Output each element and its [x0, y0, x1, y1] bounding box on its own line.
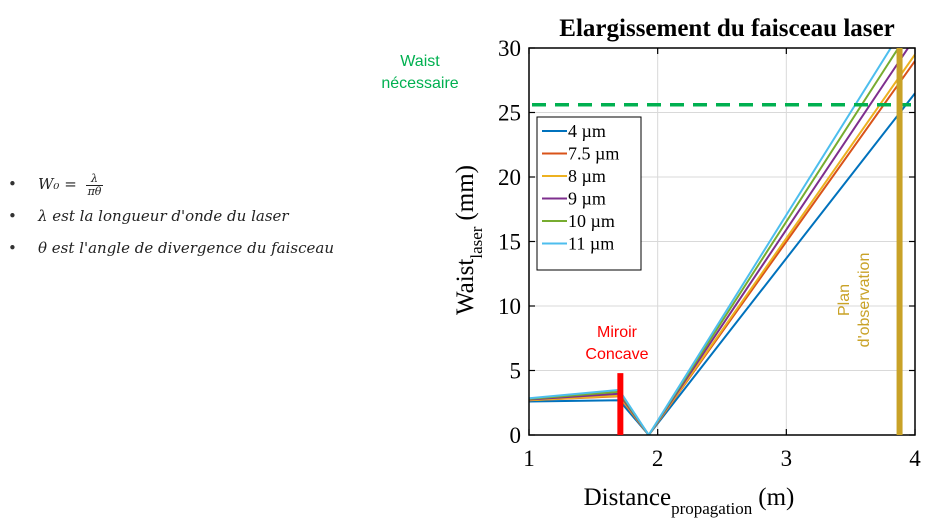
y-tick-label: 20 [498, 165, 521, 190]
legend-label: 11 µm [568, 234, 614, 254]
observation-label-line2: d'observation [856, 253, 873, 348]
x-tick-label: 2 [652, 446, 664, 471]
y-axis-label-main: Waist [452, 259, 479, 315]
formula-item: W₀ = λ πθ [8, 168, 428, 200]
legend-label: 8 µm [568, 166, 606, 186]
legend-label: 7.5 µm [568, 144, 619, 164]
series-line [529, 48, 892, 435]
y-tick-label: 10 [498, 294, 521, 319]
x-tick-label: 1 [523, 446, 535, 471]
formula-fraction: λ πθ [85, 172, 104, 198]
y-axis-label-unit: (mm) [452, 165, 479, 221]
x-tick-label: 3 [781, 446, 793, 471]
legend-label: 9 µm [568, 189, 606, 209]
x-axis-label: Distancepropagation (m) [584, 484, 795, 518]
y-axis-label-sub: laser [467, 226, 486, 258]
observation-label-line1: Plan [836, 284, 853, 316]
mirror-label-line2: Concave [585, 346, 648, 363]
chart-series-group [529, 48, 915, 435]
legend-label: 4 µm [568, 121, 606, 141]
x-tick-label: 4 [909, 446, 921, 471]
y-tick-label: 0 [510, 423, 522, 448]
waist-label-line1: Waist [400, 53, 440, 70]
y-tick-label: 30 [498, 36, 521, 61]
formula-numerator: λ [85, 172, 104, 186]
formula-denominator: πθ [87, 184, 102, 198]
waist-label-line2: nécessaire [381, 75, 458, 92]
y-tick-label: 25 [498, 101, 521, 126]
y-tick-label: 5 [510, 359, 522, 384]
x-axis-label-sub: propagation [671, 499, 753, 518]
x-axis-label-unit: (m) [758, 484, 794, 511]
x-axis-label-main: Distance [584, 484, 671, 511]
chart-title: Elargissement du faisceau laser [559, 15, 894, 42]
chart-overlays [532, 48, 911, 435]
chart-ticks: 1 2 3 4 0 5 10 15 20 25 30 [498, 36, 921, 471]
mirror-label-line1: Miroir [597, 324, 638, 341]
svg-text:Waistlaser(mm): Waistlaser (mm) [452, 165, 486, 315]
series-line [529, 92, 915, 435]
wavelength-definition: λ est la longueur d'onde du laser [8, 200, 428, 232]
y-tick-label: 15 [498, 230, 521, 255]
formula-bullet-list: W₀ = λ πθ λ est la longueur d'onde du la… [8, 168, 428, 264]
legend-label: 10 µm [568, 211, 615, 231]
observation-plane-label: Plan d'observation [836, 253, 873, 348]
divergence-definition: θ est l'angle de divergence du faisceau [8, 232, 428, 264]
y-axis-label: Waistlaser (mm) [452, 165, 486, 315]
formula-lhs: W₀ = [38, 175, 77, 193]
